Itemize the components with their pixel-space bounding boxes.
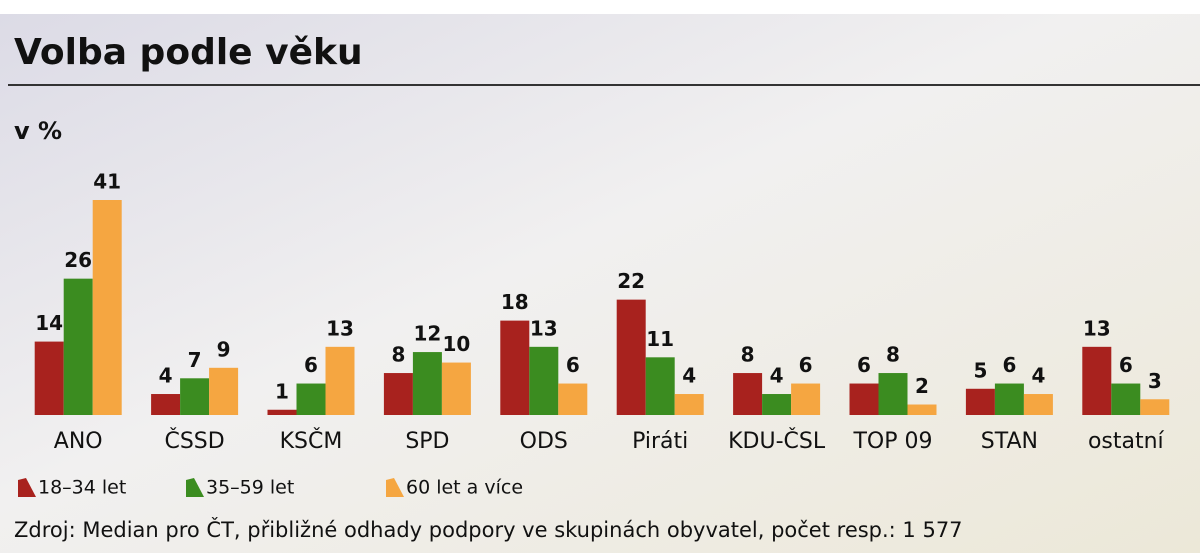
bar [529, 347, 558, 415]
value-label: 8 [886, 343, 900, 367]
source-note: Zdroj: Median pro ČT, přibližné odhady p… [14, 517, 963, 542]
value-label: 12 [413, 322, 441, 346]
x-tick-label: KDU-ČSL [728, 428, 826, 454]
chart-title: Volba podle věku [14, 32, 363, 73]
x-tick-label: TOP 09 [852, 429, 932, 454]
chart-subtitle: v % [14, 117, 62, 145]
x-tick-label: Piráti [632, 429, 688, 454]
bar [151, 394, 180, 415]
value-label: 14 [35, 311, 63, 335]
value-label: 3 [1148, 369, 1162, 393]
bar [1082, 347, 1111, 415]
bar [1140, 399, 1169, 415]
value-label: 6 [799, 353, 813, 377]
chart: Volba podle věku v % Zdroj: Median pro Č… [0, 0, 1200, 553]
value-label: 4 [682, 364, 696, 388]
value-label: 4 [1031, 364, 1045, 388]
value-label: 8 [391, 343, 405, 367]
x-tick-label: SPD [405, 429, 449, 454]
x-tick-label: KSČM [280, 428, 343, 454]
x-tick-label: ostatní [1088, 429, 1165, 454]
bar [35, 342, 64, 415]
bar [675, 394, 704, 415]
bar [93, 200, 122, 415]
value-label: 6 [304, 353, 318, 377]
value-label: 9 [217, 337, 231, 361]
bar [413, 352, 442, 415]
value-label: 11 [646, 327, 674, 351]
bar [850, 384, 879, 415]
legend-label: 35–59 let [206, 477, 294, 499]
value-label: 13 [1083, 316, 1111, 340]
bar [209, 368, 238, 415]
bar [966, 389, 995, 415]
value-label: 2 [915, 374, 929, 398]
value-label: 6 [566, 353, 580, 377]
bar [1024, 394, 1053, 415]
chart-background [0, 14, 1200, 553]
bar [733, 373, 762, 415]
value-label: 22 [617, 269, 645, 293]
value-label: 4 [770, 364, 784, 388]
bar [558, 384, 587, 415]
value-label: 26 [64, 248, 92, 272]
value-label: 6 [1002, 353, 1016, 377]
bar [326, 347, 355, 415]
legend-label: 18–34 let [38, 477, 126, 499]
value-label: 13 [326, 316, 354, 340]
bar [908, 405, 937, 415]
bar [64, 279, 93, 415]
value-label: 4 [159, 364, 173, 388]
value-label: 7 [188, 348, 202, 372]
x-tick-label: ANO [54, 429, 103, 454]
x-tick-label: STAN [981, 429, 1038, 454]
value-label: 1 [275, 379, 289, 403]
value-label: 18 [501, 290, 529, 314]
bar [268, 410, 297, 415]
value-label: 5 [973, 358, 987, 382]
bar [617, 300, 646, 415]
bar [879, 373, 908, 415]
bar [384, 373, 413, 415]
bar [1111, 384, 1140, 415]
value-label: 6 [857, 353, 871, 377]
value-label: 41 [93, 170, 121, 194]
value-label: 6 [1119, 353, 1133, 377]
bar [180, 378, 209, 415]
value-label: 10 [442, 332, 470, 356]
bar [500, 321, 529, 415]
bar [791, 384, 820, 415]
value-label: 8 [741, 343, 755, 367]
bar [762, 394, 791, 415]
bar [995, 384, 1024, 415]
legend-label: 60 let a více [406, 477, 523, 499]
bar [297, 384, 326, 415]
value-label: 13 [530, 316, 558, 340]
bar [442, 363, 471, 415]
bar [646, 357, 675, 415]
x-tick-label: ODS [520, 429, 568, 454]
x-tick-label: ČSSD [164, 428, 224, 454]
